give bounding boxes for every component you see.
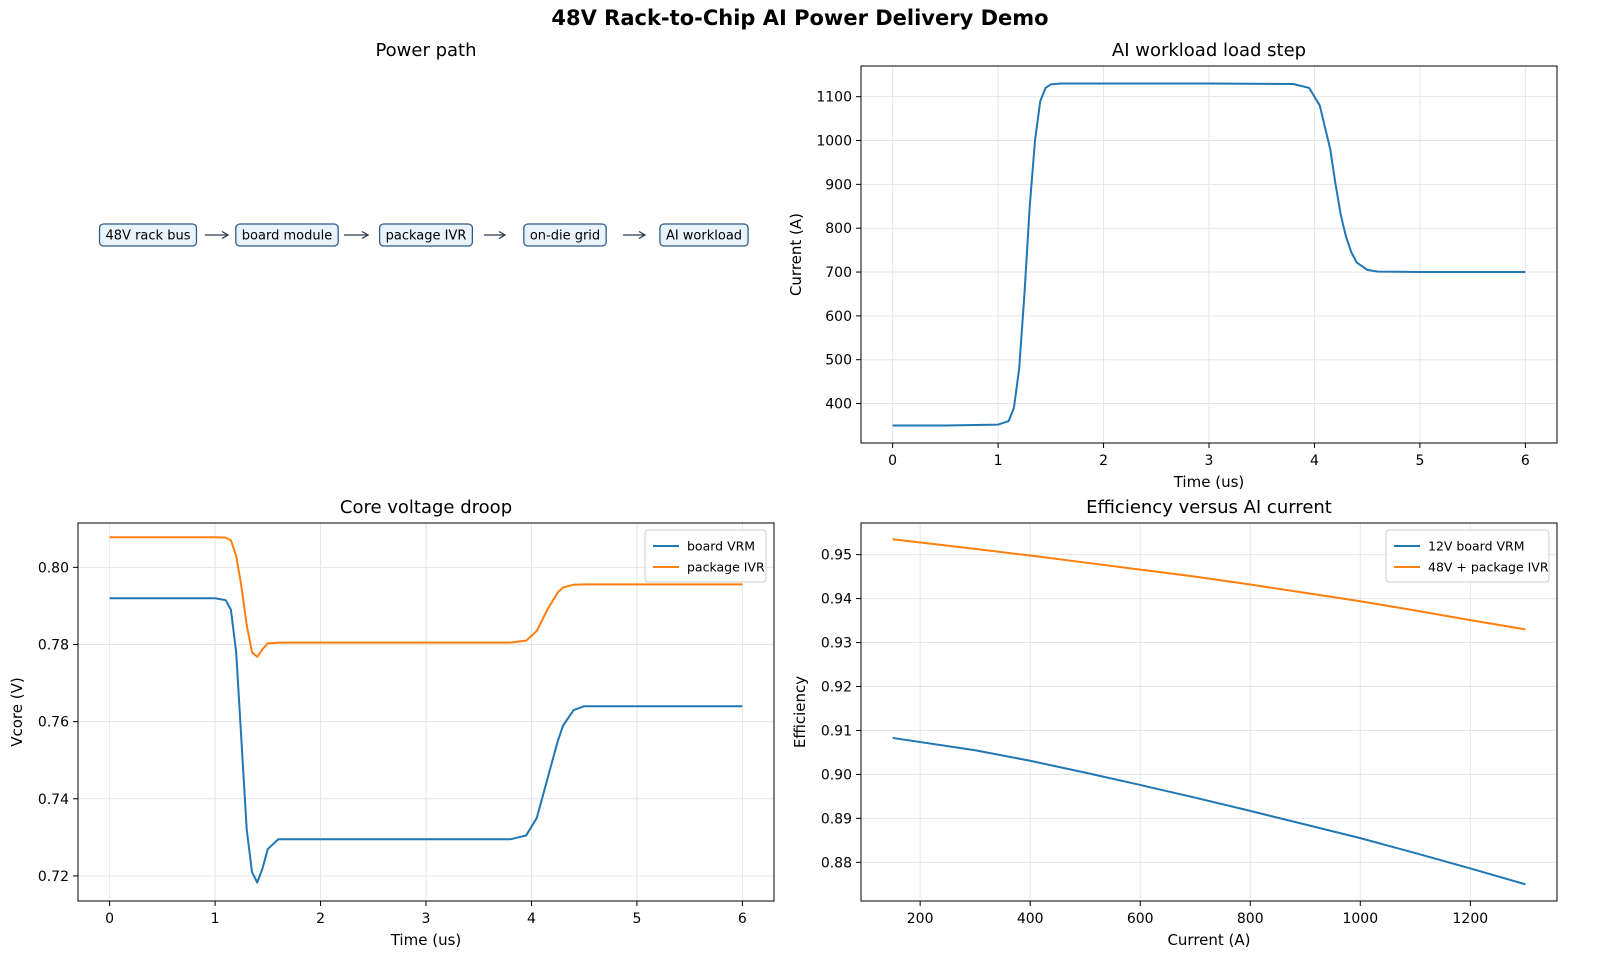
power-path-node-label: AI workload <box>666 229 742 244</box>
y-tick-label: 0.92 <box>821 680 852 696</box>
legend-box <box>1385 529 1550 583</box>
y-tick-label: 0.90 <box>821 767 852 783</box>
power-path-node-box <box>235 223 339 247</box>
efficiency-x-axis-label: Current (A) <box>1167 931 1250 949</box>
power-path-node-box <box>523 223 607 247</box>
x-tick-label: 1 <box>994 453 1003 469</box>
power-path-panel: Power path 48V rack bus board module packag… <box>98 40 749 247</box>
efficiency-y-axis-label: Efficiency <box>791 676 809 748</box>
power-path-node-label: on-die grid <box>530 229 600 244</box>
efficiency-axes-frame <box>860 522 1558 902</box>
y-tick-label: 700 <box>825 265 852 281</box>
x-tick-label: 4 <box>1310 453 1319 469</box>
load-step-y-axis-label: Current (A) <box>787 213 805 296</box>
efficiency-title: Efficiency versus AI current <box>1086 497 1332 518</box>
series-line <box>109 597 743 884</box>
x-tick-label: 0 <box>105 911 114 927</box>
legend-label: board VRM <box>687 539 755 554</box>
x-tick-label: 2 <box>316 911 325 927</box>
legend-label: 12V board VRM <box>1428 539 1525 554</box>
y-tick-label: 0.89 <box>821 811 852 827</box>
power-path-title: Power path <box>375 40 476 61</box>
y-tick-label: 1100 <box>816 90 852 106</box>
voltage-droop-panel: Core voltage droop 0 1 2 3 4 5 6 0.72 0.74 0.76 0.7… <box>8 497 775 949</box>
power-path-arrowhead <box>361 230 370 240</box>
y-tick-label: 900 <box>825 177 852 193</box>
power-path-node-label: board module <box>242 229 332 244</box>
x-tick-label: 4 <box>527 911 536 927</box>
y-tick-label: 600 <box>825 309 852 325</box>
y-tick-label: 0.93 <box>821 636 852 652</box>
load-step-panel: AI workload load step 0 1 2 3 4 5 6 400 500 600 700… <box>787 40 1558 491</box>
y-tick-label: 0.72 <box>38 869 69 885</box>
x-tick-label: 1200 <box>1453 911 1489 927</box>
power-path-arrowhead <box>221 230 230 240</box>
x-tick-label: 6 <box>738 911 747 927</box>
x-tick-label: 200 <box>907 911 934 927</box>
x-tick-label: 3 <box>422 911 431 927</box>
power-path-arrowhead <box>638 230 647 240</box>
y-tick-label: 1000 <box>816 134 852 150</box>
series-line <box>892 538 1526 631</box>
y-tick-label: 500 <box>825 353 852 369</box>
x-tick-label: 800 <box>1237 911 1264 927</box>
efficiency-panel: Efficiency versus AI current 200 400 600 800… <box>791 497 1558 949</box>
power-path-node-box <box>98 223 198 247</box>
x-tick-label: 0 <box>888 453 897 469</box>
voltage-droop-y-axis-label: Vcore (V) <box>8 677 26 747</box>
power-path-arrowhead <box>498 230 507 240</box>
legend-box <box>644 529 767 583</box>
y-tick-label: 0.94 <box>821 592 852 608</box>
x-tick-label: 5 <box>632 911 641 927</box>
y-tick-label: 0.91 <box>821 723 852 739</box>
voltage-droop-title: Core voltage droop <box>340 497 512 518</box>
x-tick-label: 6 <box>1521 453 1530 469</box>
x-tick-label: 1000 <box>1342 911 1378 927</box>
power-path-node-box <box>659 223 749 247</box>
x-tick-label: 2 <box>1099 453 1108 469</box>
voltage-droop-x-axis-label: Time (us) <box>390 931 462 949</box>
y-tick-label: 0.76 <box>38 715 69 731</box>
power-path-node-label: package IVR <box>386 229 467 244</box>
power-path-node-label: 48V rack bus <box>106 229 191 244</box>
efficiency-legend: 12V board VRM 48V + package IVR <box>1385 529 1550 583</box>
power-path-node-box <box>378 223 474 247</box>
x-tick-label: 600 <box>1127 911 1154 927</box>
y-tick-label: 0.74 <box>38 792 69 808</box>
load-step-x-axis-label: Time (us) <box>1173 473 1245 491</box>
x-tick-label: 3 <box>1205 453 1214 469</box>
figure-title: 48V Rack-to-Chip AI Power Delivery Demo <box>551 6 1049 30</box>
x-tick-label: 1 <box>211 911 220 927</box>
y-tick-label: 0.88 <box>821 855 852 871</box>
x-tick-label: 5 <box>1415 453 1424 469</box>
y-tick-label: 0.78 <box>38 638 69 654</box>
x-tick-label: 400 <box>1017 911 1044 927</box>
y-tick-label: 800 <box>825 221 852 237</box>
voltage-droop-legend: board VRM package IVR <box>644 529 767 583</box>
legend-label: package IVR <box>687 560 765 575</box>
y-tick-label: 0.95 <box>821 548 852 564</box>
load-step-title: AI workload load step <box>1112 40 1306 61</box>
series-line <box>892 82 1526 427</box>
series-line <box>892 736 1526 886</box>
y-tick-label: 0.80 <box>38 560 69 576</box>
series-line <box>109 536 743 658</box>
y-tick-label: 400 <box>825 397 852 413</box>
legend-label: 48V + package IVR <box>1428 560 1549 575</box>
